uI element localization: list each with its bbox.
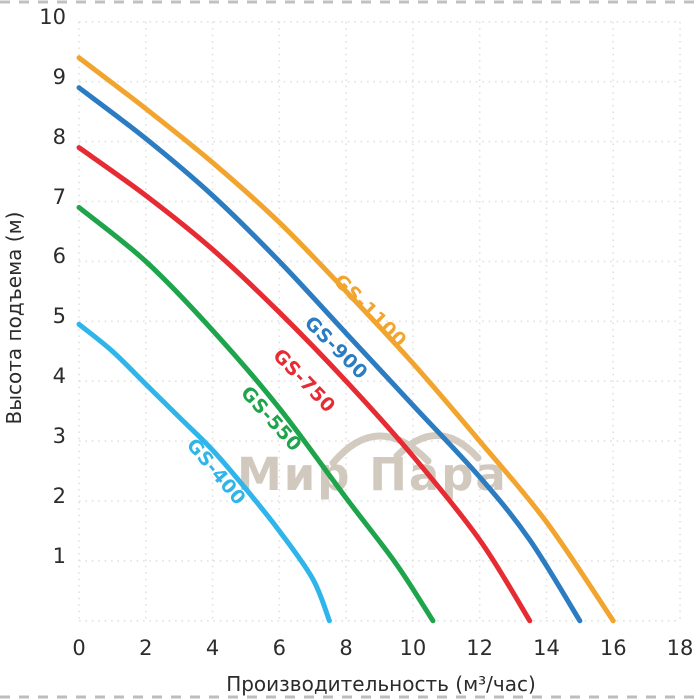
curve-gs-750 [76, 145, 533, 624]
curve-gs-550 [76, 204, 436, 624]
curve-gs-900 [76, 85, 583, 624]
y-axis-title: Высота подъема (м) [2, 211, 26, 425]
curve-gs-1100 [76, 55, 616, 624]
curve-gs-400 [76, 321, 332, 624]
x-axis-title: Производительность (м³/час) [226, 672, 536, 696]
